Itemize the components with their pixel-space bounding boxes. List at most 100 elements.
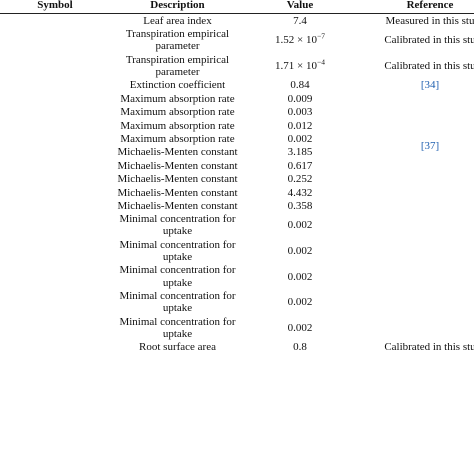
table-row: Michaelis-Menten constant 4.432: [0, 186, 474, 199]
value-cell: 0.012: [287, 119, 313, 132]
description-cell: Transpiration empirical parameter: [125, 28, 230, 53]
description-cell: Transpiration empirical parameter: [125, 53, 230, 78]
reference-cell: Calibrated in this stu: [384, 341, 474, 354]
description-cell: Minimal concentration for uptake: [119, 238, 236, 264]
value-cell: 1.52 × 10−7: [245, 28, 355, 54]
value-cell: 0.002: [287, 270, 313, 283]
description-cell: Extinction coefficient: [129, 79, 226, 92]
symbol-cell: [0, 14, 110, 28]
description-cell: Minimal concentration for uptake: [119, 213, 236, 238]
reference-cell: [355, 238, 474, 264]
description-cell: Leaf area index: [143, 14, 212, 27]
description-cell: Michaelis-Menten constant: [117, 146, 238, 159]
value-cell: 0.617: [287, 159, 313, 172]
table-row: Root surface area 0.8 Calibrated in this s…: [0, 341, 474, 354]
symbol-cell: [0, 186, 110, 199]
table-row: Leaf area index 7.4 Measured in this stu: [0, 14, 474, 28]
table-row: Maximum absorption rate 0.002: [0, 132, 474, 145]
reference-cell: Measured in this stu: [385, 14, 474, 27]
reference-cell: [355, 289, 474, 315]
value-exponent: −4: [316, 57, 325, 67]
table-row: Michaelis-Menten constant 0.358: [0, 199, 474, 212]
description-cell: Minimal concentration for uptake: [119, 315, 236, 340]
table-row: Extinction coefficient 0.84 [34]: [0, 79, 474, 92]
description-cell: Minimal concentration for uptake: [119, 290, 236, 315]
reference-cell: [355, 199, 474, 212]
value-cell: 0.8: [293, 341, 307, 354]
header-cell: Reference: [355, 0, 474, 15]
description-cell: Michaelis-Menten constant: [117, 159, 238, 172]
table-row: Minimal concentration for uptake 0.002: [0, 238, 474, 264]
table-row: Minimal concentration for uptake 0.002: [0, 213, 474, 239]
symbol-cell: [0, 146, 110, 159]
parameter-table: Symbol Description Value Reference Leaf …: [0, 0, 474, 354]
value-cell: 7.4: [293, 14, 307, 27]
value-mantissa: 1.71 × 10: [275, 59, 317, 72]
header-cell: Description: [110, 0, 245, 15]
citation-link[interactable]: [37]: [420, 139, 440, 152]
table-row: Maximum absorption rate 0.003: [0, 106, 474, 119]
symbol-cell: [0, 159, 110, 172]
symbol-cell: [0, 213, 110, 239]
symbol-cell: [0, 315, 110, 341]
table-body: Leaf area index 7.4 Measured in this stu Tr…: [0, 14, 474, 354]
symbol-cell: [0, 341, 110, 354]
symbol-cell: [0, 289, 110, 315]
value-cell: 0.002: [287, 244, 313, 257]
table-row: Maximum absorption rate 0.009 [37]: [0, 92, 474, 152]
symbol-cell: [0, 106, 110, 119]
value-cell: 0.003: [287, 106, 313, 119]
symbol-cell: [0, 199, 110, 212]
description-cell: Michaelis-Menten constant: [117, 186, 238, 199]
table-row: Transpiration empirical parameter 1.52 × …: [0, 28, 474, 54]
description-cell: Michaelis-Menten constant: [117, 173, 238, 186]
value-cell: 0.002: [287, 296, 313, 309]
description-cell: Maximum absorption rate: [120, 92, 235, 105]
reference-cell: [355, 315, 474, 341]
symbol-cell: [0, 132, 110, 145]
symbol-cell: [0, 173, 110, 186]
description-cell: Maximum absorption rate: [120, 119, 235, 132]
symbol-cell: [0, 28, 110, 54]
value-mantissa: 1.52 × 10: [275, 34, 317, 47]
symbol-cell: [0, 92, 110, 105]
value-cell: 3.185: [287, 146, 313, 159]
value-cell: 0.252: [287, 173, 313, 186]
description-cell: Maximum absorption rate: [120, 132, 235, 145]
value-cell: 0.84: [290, 79, 310, 92]
header-row: Symbol Description Value Reference: [0, 0, 474, 15]
symbol-cell: [0, 79, 110, 92]
value-cell: 0.002: [287, 132, 313, 145]
value-cell: 0.002: [287, 321, 313, 334]
table-row: Minimal concentration for uptake 0.002: [0, 315, 474, 341]
reference-cell: [355, 264, 474, 290]
value-cell: 0.358: [287, 199, 313, 212]
citation-link[interactable]: [34]: [420, 79, 440, 92]
description-cell: Root surface area: [139, 341, 216, 354]
symbol-cell: [0, 238, 110, 264]
symbol-cell: [0, 119, 110, 132]
table-row: Minimal concentration for uptake 0.002: [0, 289, 474, 315]
value-cell: 1.71 × 10−4: [245, 53, 355, 79]
table-row: Michaelis-Menten constant 3.185: [0, 146, 474, 159]
symbol-cell: [0, 264, 110, 290]
table-row: Transpiration empirical parameter 1.71 × …: [0, 53, 474, 79]
reference-cell: Calibrated in this stu: [384, 59, 474, 72]
table-row: Michaelis-Menten constant 0.617: [0, 159, 474, 172]
description-cell: Minimal concentration for uptake: [119, 264, 236, 289]
table-row: Minimal concentration for uptake 0.002: [0, 264, 474, 290]
header-cell: Symbol: [0, 0, 110, 15]
reference-cell: [34]: [355, 79, 474, 92]
description-cell: Michaelis-Menten constant: [117, 199, 238, 212]
value-cell: 0.002: [287, 219, 313, 232]
description-cell: Maximum absorption rate: [120, 106, 235, 119]
reference-cell: [355, 213, 474, 239]
reference-cell: Calibrated in this stu: [384, 34, 474, 47]
reference-cell: [37]: [355, 92, 474, 199]
header-cell: Value: [245, 0, 355, 15]
value-cell: 4.432: [287, 186, 313, 199]
table-row: Michaelis-Menten constant 0.252: [0, 173, 474, 186]
value-cell: 0.009: [287, 92, 313, 105]
value-exponent: −7: [316, 31, 325, 41]
